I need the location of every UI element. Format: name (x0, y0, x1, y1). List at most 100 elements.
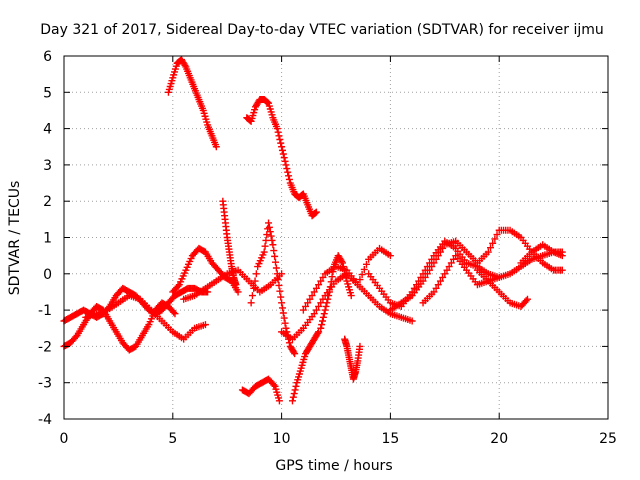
data-point (299, 306, 307, 314)
data-point (360, 265, 368, 273)
y-tick-label: 0 (43, 267, 52, 283)
data-point (356, 276, 364, 284)
data-point (248, 292, 256, 300)
data-point (386, 252, 394, 260)
data-point (276, 287, 284, 295)
data-point (282, 324, 290, 332)
data-point (251, 277, 259, 285)
y-tick-label: -1 (38, 303, 52, 319)
x-tick-label: 25 (599, 431, 617, 447)
data-point (271, 252, 279, 260)
data-point (171, 310, 179, 318)
series-arc-h (243, 96, 320, 220)
data-point (317, 324, 325, 332)
data-point (312, 306, 320, 314)
data-point (426, 266, 434, 274)
data-point (558, 252, 566, 260)
data-point (358, 271, 366, 279)
data-point (201, 321, 209, 329)
data-point (441, 270, 449, 278)
y-tick-label: 1 (43, 231, 52, 247)
data-point (174, 282, 182, 290)
data-point (439, 273, 447, 281)
data-point (421, 273, 429, 281)
data-point (341, 270, 349, 278)
y-tick-label: -4 (38, 412, 52, 428)
y-tick-label: 5 (43, 85, 52, 101)
data-point (291, 350, 299, 358)
y-tick-label: -3 (38, 376, 52, 392)
data-point (439, 244, 447, 252)
data-point (264, 98, 272, 106)
series-arc-s (473, 266, 531, 310)
series-arc-i (238, 375, 283, 405)
data-point (362, 260, 370, 268)
data-point (260, 248, 268, 256)
data-point (290, 390, 298, 398)
data-point (558, 266, 566, 274)
series-arc-j (247, 219, 299, 358)
data-point (319, 313, 327, 321)
data-point (285, 175, 293, 183)
data-point (274, 276, 282, 284)
data-point (250, 284, 258, 292)
data-point (280, 314, 288, 322)
data-point (306, 295, 314, 303)
data-point (322, 302, 330, 310)
series-arc-d (164, 56, 220, 151)
data-point (290, 348, 298, 356)
data-point (432, 255, 440, 263)
data-point (315, 281, 323, 289)
data-point (317, 277, 325, 285)
data-point (443, 266, 451, 274)
data-point (314, 329, 322, 337)
data-point (265, 219, 273, 227)
data-point (269, 241, 277, 249)
data-point (266, 228, 274, 236)
data-point (489, 239, 497, 247)
data-point (428, 263, 436, 271)
data-point (319, 317, 327, 325)
data-point (265, 223, 273, 231)
data-point (234, 288, 242, 296)
axis-ticks: 0 5 10 15 20 25 -4 -3 -2 -1 0 1 2 3 4 5 6 (38, 49, 617, 447)
data-point (312, 284, 320, 292)
data-point (491, 235, 499, 243)
data-point (275, 281, 283, 289)
data-point (436, 277, 444, 285)
chart-title: Day 321 of 2017, Sidereal Day-to-day VTE… (40, 22, 604, 38)
data-point (324, 295, 332, 303)
y-tick-label: 3 (43, 158, 52, 174)
data-point (273, 125, 281, 133)
data-point (310, 310, 318, 318)
data-point (423, 270, 431, 278)
data-point (276, 135, 284, 143)
data-point (275, 132, 283, 140)
data-point (262, 236, 270, 244)
data-point (270, 381, 278, 389)
data-point (329, 268, 337, 276)
data-points (60, 56, 566, 405)
data-point (267, 232, 275, 240)
series-arc-q (386, 226, 566, 314)
data-point (325, 292, 333, 300)
data-point (522, 297, 530, 305)
y-axis-label: SDTVAR / TECUs (7, 181, 23, 296)
x-tick-label: 20 (490, 431, 508, 447)
data-point (315, 328, 323, 336)
data-point (445, 263, 453, 271)
data-point (319, 273, 327, 281)
data-point (326, 283, 334, 291)
data-point (268, 236, 276, 244)
data-point (434, 281, 442, 289)
data-point (450, 255, 458, 263)
grid (64, 56, 608, 419)
data-point (252, 270, 260, 278)
data-point (328, 273, 336, 281)
series-arc-o (341, 335, 364, 383)
x-tick-label: 10 (273, 431, 291, 447)
y-tick-label: 4 (43, 122, 52, 138)
data-point (181, 61, 189, 69)
